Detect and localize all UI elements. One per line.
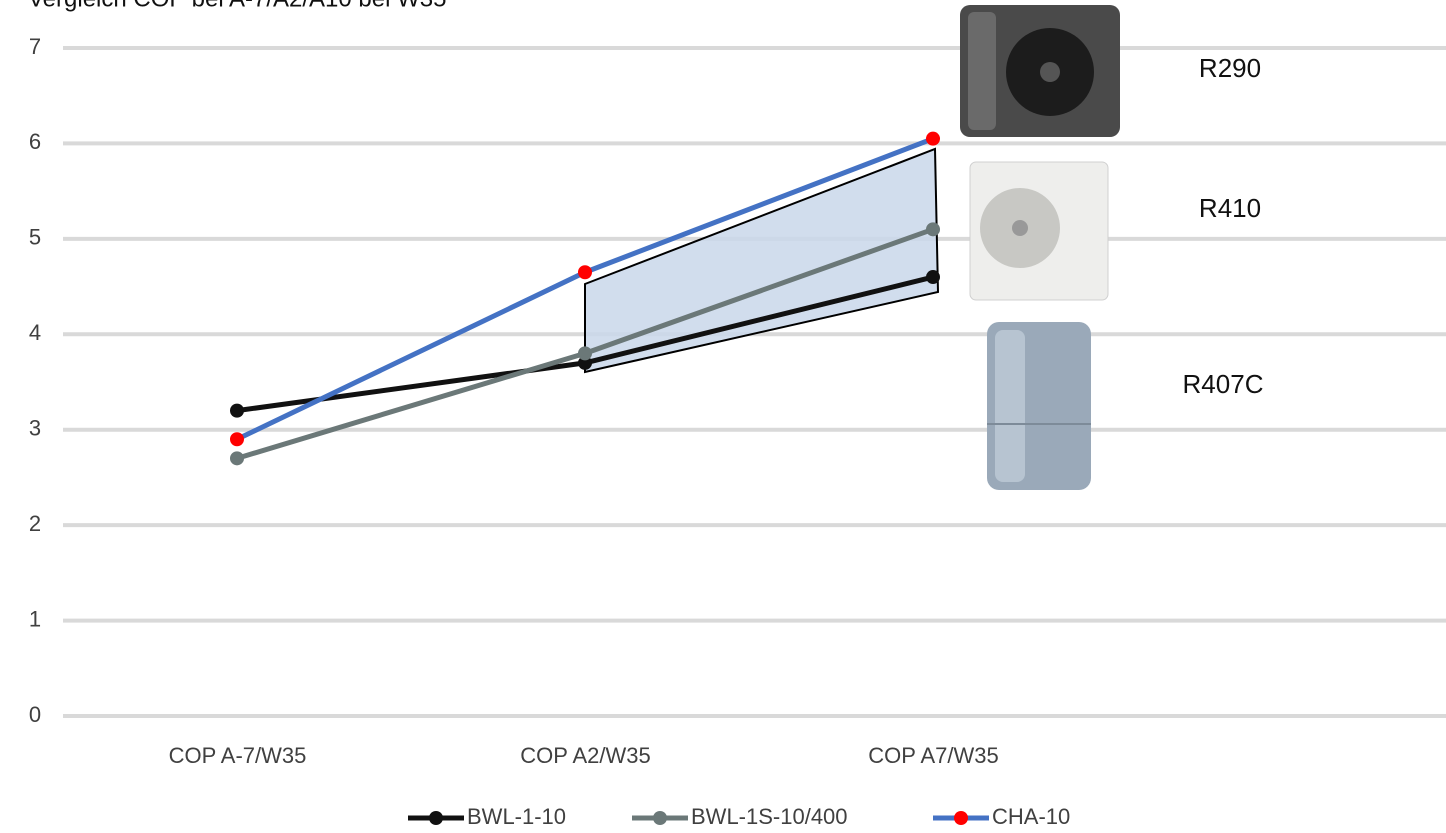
x-tick-label: COP A2/W35 <box>520 743 650 768</box>
annotation: R410 <box>1199 193 1261 223</box>
legend-marker <box>429 811 443 825</box>
data-point <box>230 451 244 465</box>
data-point <box>578 346 592 360</box>
data-point <box>578 265 592 279</box>
product-image-r410 <box>970 162 1108 300</box>
page: {"chart_data": {"type": "line", "title":… <box>0 0 1446 833</box>
data-point <box>926 222 940 236</box>
data-point <box>230 432 244 446</box>
y-tick-label: 0 <box>29 702 41 727</box>
x-tick-label: COP A-7/W35 <box>169 743 307 768</box>
legend-label: BWL-1-10 <box>467 804 566 829</box>
chart-title: Vergleich COP bei A-7/A2/A10 bei W35 <box>28 0 446 12</box>
data-point <box>230 404 244 418</box>
legend-marker <box>653 811 667 825</box>
y-tick-label: 7 <box>29 34 41 59</box>
chart: Vergleich COP bei A-7/A2/A10 bei W35 R29… <box>0 0 1446 833</box>
y-tick-label: 3 <box>29 416 41 441</box>
y-tick-label: 5 <box>29 225 41 250</box>
y-tick-label: 4 <box>29 320 41 345</box>
highlight-region <box>585 149 938 372</box>
y-tick-label: 6 <box>29 129 41 154</box>
product-image-r407c <box>987 322 1091 490</box>
y-tick-label: 1 <box>29 606 41 631</box>
data-point <box>926 270 940 284</box>
legend-label: CHA-10 <box>992 804 1070 829</box>
product-image-r290 <box>960 5 1120 137</box>
legend-label: BWL-1S-10/400 <box>691 804 848 829</box>
annotation: R290 <box>1199 53 1261 83</box>
annotation: R407C <box>1183 369 1264 399</box>
x-tick-label: COP A7/W35 <box>868 743 998 768</box>
data-point <box>926 132 940 146</box>
y-tick-label: 2 <box>29 511 41 536</box>
legend-marker <box>954 811 968 825</box>
